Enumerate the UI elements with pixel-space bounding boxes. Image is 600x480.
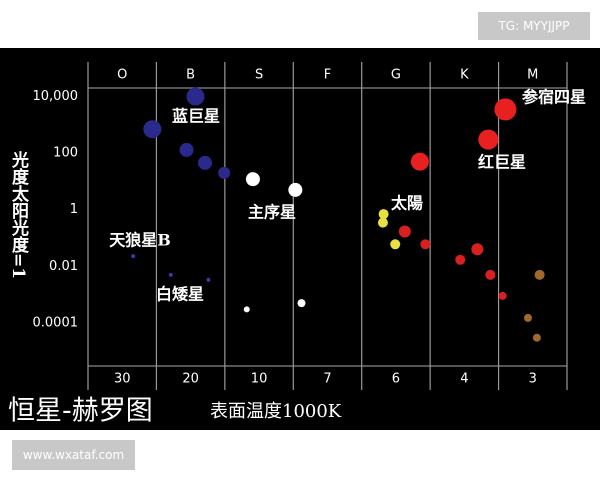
watermark-tag: TG: MYYJJPP — [478, 12, 590, 40]
star — [398, 225, 411, 238]
star — [243, 306, 250, 313]
star — [218, 166, 231, 179]
star — [179, 142, 194, 157]
y-tick-label: 10,000 — [33, 89, 79, 104]
x-tick-label: 10 — [251, 372, 268, 387]
star — [377, 217, 388, 228]
annotation: 参宿四星 — [522, 88, 586, 107]
annotation: 白矮星 — [156, 285, 204, 304]
star — [420, 239, 431, 250]
star — [288, 182, 303, 197]
x-axis-label: 表面温度1000K — [210, 401, 342, 422]
annotation: 太陽 — [390, 194, 423, 213]
y-tick-label: 100 — [53, 146, 78, 161]
star — [532, 333, 541, 342]
star — [143, 120, 162, 139]
star — [471, 243, 484, 256]
star — [534, 269, 545, 280]
star — [198, 155, 213, 170]
star — [168, 272, 173, 277]
star — [478, 129, 499, 150]
x-tick-label: G — [391, 68, 401, 83]
y-axis-label: 光度太阳光度=1 — [8, 150, 30, 279]
y-tick-label: 0.01 — [49, 259, 78, 274]
x-tick-label: 20 — [182, 372, 199, 387]
x-tick-label: 3 — [529, 372, 537, 387]
annotation: 蓝巨星 — [172, 107, 220, 126]
star — [455, 254, 466, 265]
annotation: 主序星 — [248, 203, 296, 222]
x-tick-label: K — [460, 68, 469, 83]
star — [206, 277, 211, 282]
annotation: 天狼星B — [109, 231, 171, 250]
x-tick-label: M — [527, 68, 538, 83]
x-tick-label: 7 — [323, 372, 331, 387]
y-tick-label: 1 — [70, 202, 78, 217]
x-tick-label: F — [324, 68, 331, 83]
star — [494, 98, 517, 121]
star — [390, 239, 401, 250]
star — [378, 209, 389, 220]
star — [131, 254, 136, 259]
chart-title: 恒星-赫罗图 — [8, 396, 153, 427]
star — [410, 152, 429, 171]
star — [485, 269, 496, 280]
x-tick-label: 4 — [460, 372, 468, 387]
y-tick-label: 0.0001 — [33, 315, 79, 330]
x-tick-label: B — [186, 68, 195, 83]
x-tick-label: 6 — [392, 372, 400, 387]
star — [498, 291, 507, 300]
watermark-site: www.wxataf.com — [12, 440, 135, 470]
star — [523, 313, 532, 322]
star — [186, 87, 205, 106]
x-tick-label: 30 — [114, 372, 131, 387]
x-tick-label: O — [117, 68, 127, 83]
x-tick-label: S — [255, 68, 263, 83]
star — [297, 299, 306, 308]
annotation: 红巨星 — [478, 153, 526, 172]
star — [245, 172, 260, 187]
